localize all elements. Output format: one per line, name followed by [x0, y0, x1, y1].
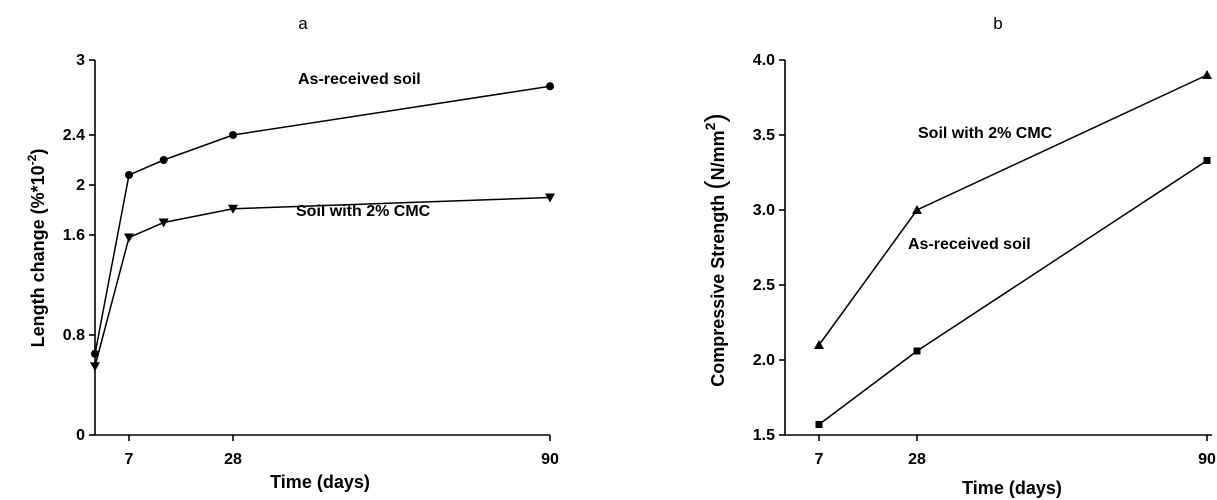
chart-a-axes [94, 60, 550, 436]
chart-b-series-1-point [815, 421, 823, 428]
chart-b-series-1-line [818, 159, 1208, 426]
chart-a-series-1-point [124, 233, 134, 243]
chart-b-y-tick-label: 3.5 [753, 127, 775, 144]
chart-a-series-1-point [228, 204, 238, 214]
chart-a-y-tick-label: 2 [76, 177, 85, 194]
chart-a-y-tick-label: 0 [76, 427, 85, 444]
chart-b-annotation-cmc: Soil with 2% CMC [918, 125, 1053, 142]
chart-a-y-tick-label: 1.6 [63, 227, 85, 244]
panel-b-letter: b [993, 14, 1002, 33]
chart-a-series-1-point [545, 193, 555, 203]
chart-a-y-axis-label: Length change (%*10-2) [25, 149, 48, 348]
chart-a: a 0 0.8 1.6 2 2.4 3 7 28 90 Time (days) Length … [25, 14, 559, 492]
chart-a-y-tick-label: 3 [76, 52, 85, 69]
chart-a-series-1-point [158, 218, 169, 228]
chart-a-x-tick-label: 28 [224, 451, 242, 468]
chart-a-x-tick-label: 7 [125, 451, 134, 468]
chart-a-series-0-point [546, 82, 554, 91]
chart-a-plot: 0 0.8 1.6 2 2.4 3 7 28 90 [63, 52, 559, 468]
chart-a-annotation-cmc: Soil with 2% CMC [296, 203, 431, 220]
chart-b-y-axis-label: Compressive Strength (N/mm2) [699, 113, 730, 387]
chart-b-y-tick-label: 4.0 [753, 52, 775, 69]
chart-b-x-tick-label: 7 [815, 451, 824, 468]
chart-a-y-tick-label: 0.8 [63, 327, 85, 344]
chart-b-y-tick-label: 2.5 [753, 277, 775, 294]
chart-b-x-tick-label: 90 [1198, 451, 1216, 468]
chart-b-y-tick-label: 3.0 [753, 202, 775, 219]
panel-a-letter: a [298, 14, 308, 33]
chart-a-series-0-point [125, 171, 133, 179]
chart-b-y-tick-label: 2.0 [753, 352, 775, 369]
chart-b-series-0-point [912, 205, 922, 214]
chart-a-x-tick-label: 90 [541, 451, 559, 468]
chart-a-series-0-point [159, 156, 168, 164]
chart-b-series-0-line [818, 74, 1208, 346]
chart-b-series-1-point [1203, 157, 1211, 164]
chart-b-series-1-point [913, 347, 921, 355]
chart-a-annotation-as-received: As-received soil [298, 71, 421, 88]
chart-b-y-tick-label: 1.5 [753, 427, 775, 444]
chart-a-series-1-point [90, 362, 100, 372]
chart-a-y-tick-label: 2.4 [63, 127, 85, 144]
chart-a-x-axis-label: Time (days) [270, 472, 370, 492]
chart-a-series-0-point [229, 131, 237, 139]
chart-b-x-tick-label: 28 [908, 451, 926, 468]
chart-b-plot: 1.5 2.0 2.5 3.0 3.5 4.0 7 28 90 [753, 52, 1216, 468]
chart-b: b 1.5 2.0 2.5 3.0 3.5 4.0 7 28 90 Time (days) C… [699, 14, 1216, 498]
chart-b-annotation-as-received: As-received soil [908, 236, 1031, 253]
chart-b-series-0-point [814, 340, 824, 349]
chart-b-series-0-point [1202, 70, 1212, 79]
chart-b-x-axis-label: Time (days) [962, 478, 1062, 498]
